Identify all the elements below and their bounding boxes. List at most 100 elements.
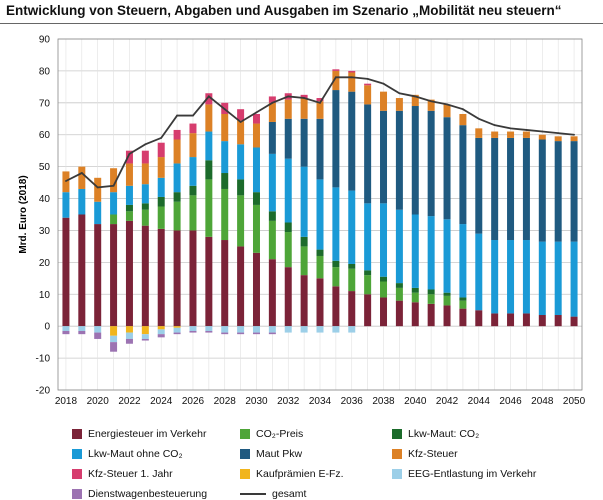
bar-segment-lkwohne bbox=[300, 166, 308, 237]
bar-segment-mautpkw bbox=[522, 137, 530, 241]
bar-segment-kaufpraemien bbox=[157, 326, 165, 330]
x-tick-label: 2044 bbox=[468, 396, 491, 407]
line-point-gesamt bbox=[319, 101, 321, 104]
bar-segment-lkwohne bbox=[268, 153, 276, 212]
bar-segment-kfzsteuer bbox=[475, 128, 483, 138]
bar-segment-lkwohne bbox=[62, 192, 70, 218]
bar-segment-mautpkw bbox=[380, 110, 388, 204]
legend-item-kaufpraemien: Kaufprämien E-Fz. bbox=[240, 468, 344, 480]
bar-segment-kfzsteuer bbox=[522, 131, 530, 138]
bar-segment-energie bbox=[141, 225, 149, 327]
bar-segment-kfzsteuer bbox=[252, 123, 260, 148]
bar-segment-energie bbox=[538, 315, 546, 327]
bar-segment-kfz1jahr bbox=[332, 69, 340, 71]
bar-segment-lkwco2 bbox=[427, 289, 435, 295]
bar-segment-kfzsteuer bbox=[125, 163, 133, 186]
bar-segment-eeg bbox=[205, 326, 213, 331]
bar-segment-eeg bbox=[94, 326, 102, 333]
y-tick-label: 20 bbox=[39, 258, 51, 269]
y-tick-label: 0 bbox=[44, 322, 50, 333]
bar-segment-kfzsteuer bbox=[284, 99, 292, 119]
bar-segment-kfzsteuer bbox=[411, 94, 419, 107]
bar-segment-kfz1jahr bbox=[316, 98, 324, 102]
legend-swatch bbox=[240, 493, 266, 495]
bar-segment-lkwohne bbox=[507, 240, 515, 314]
bar-segment-kfzsteuer bbox=[538, 134, 546, 140]
bar-segment-energie bbox=[348, 291, 356, 327]
bar-segment-dienstwagen bbox=[141, 338, 149, 341]
bar-segment-co2preis bbox=[252, 204, 260, 253]
legend-label: Dienstwagenbesteuerung bbox=[88, 488, 208, 500]
line-point-gesamt bbox=[525, 129, 528, 131]
y-tick-label: 30 bbox=[39, 226, 51, 237]
bar-segment-co2preis bbox=[284, 232, 292, 268]
bar-segment-lkwohne bbox=[570, 241, 578, 317]
bar-segment-mautpkw bbox=[284, 118, 292, 159]
bar-segment-kfzsteuer bbox=[173, 139, 181, 164]
bar-segment-kaufpraemien bbox=[125, 326, 133, 333]
bar-segment-energie bbox=[78, 214, 86, 327]
bar-segment-eeg bbox=[78, 326, 86, 331]
bar-segment-co2preis bbox=[189, 195, 197, 231]
bar-segment-lkwohne bbox=[475, 233, 483, 311]
y-tick-label: 70 bbox=[39, 98, 51, 109]
line-point-gesamt bbox=[414, 95, 417, 98]
bar-segment-lkwco2 bbox=[141, 203, 149, 210]
bar-segment-co2preis bbox=[443, 295, 451, 306]
x-tick-label: 2026 bbox=[182, 396, 205, 407]
bar-segment-kfzsteuer bbox=[78, 166, 86, 189]
bar-segment-lkwco2 bbox=[380, 276, 388, 282]
bar-segment-kfzsteuer bbox=[141, 163, 149, 185]
x-tick-label: 2042 bbox=[436, 396, 459, 407]
bar-segment-mautpkw bbox=[332, 90, 340, 188]
bar-segment-lkwco2 bbox=[252, 192, 260, 205]
bar-segment-energie bbox=[554, 315, 562, 327]
x-tick-label: 2050 bbox=[563, 396, 586, 407]
bar-segment-lkwco2 bbox=[443, 292, 451, 296]
bar-segment-co2preis bbox=[395, 287, 403, 301]
line-point-gesamt bbox=[223, 108, 226, 111]
legend-swatch bbox=[72, 469, 82, 479]
bar-segment-energie bbox=[252, 252, 260, 327]
line-point-gesamt bbox=[160, 137, 163, 139]
bar-segment-co2preis bbox=[157, 206, 165, 229]
bar-segment-mautpkw bbox=[459, 125, 467, 225]
bar-segment-energie bbox=[205, 236, 213, 327]
bar-segment-kfz1jahr bbox=[300, 94, 308, 99]
legend-item-energie: Energiesteuer im Verkehr bbox=[72, 428, 206, 440]
bar-segment-mautpkw bbox=[570, 141, 578, 242]
bar-segment-lkwohne bbox=[110, 192, 118, 215]
line-point-gesamt bbox=[287, 95, 290, 98]
bar-segment-lkwohne bbox=[554, 241, 562, 316]
bar-segment-co2preis bbox=[332, 267, 340, 287]
line-point-gesamt bbox=[128, 152, 131, 155]
bar-segment-lkwco2 bbox=[237, 179, 245, 196]
bar-segment-co2preis bbox=[411, 292, 419, 303]
x-tick-label: 2032 bbox=[277, 396, 300, 407]
bar-segment-mautpkw bbox=[300, 118, 308, 167]
bar-segment-mautpkw bbox=[316, 118, 324, 180]
bar-segment-lkwco2 bbox=[268, 211, 276, 221]
bar-segment-eeg bbox=[189, 326, 197, 331]
bar-segment-co2preis bbox=[348, 268, 356, 292]
legend-swatch bbox=[392, 449, 402, 459]
bar-segment-energie bbox=[316, 278, 324, 327]
bar-segment-kfzsteuer bbox=[348, 72, 356, 92]
bar-segment-lkwco2 bbox=[205, 160, 213, 180]
bar-segment-kfzsteuer bbox=[221, 113, 229, 142]
bar-segment-eeg bbox=[141, 334, 149, 339]
bar-segment-energie bbox=[62, 217, 70, 327]
y-axis-label: Mrd. Euro (2018) bbox=[18, 175, 29, 253]
bar-segment-kfzsteuer bbox=[507, 131, 515, 138]
legend-label: Kaufprämien E-Fz. bbox=[256, 468, 344, 480]
x-tick-label: 2048 bbox=[531, 396, 554, 407]
bar-segment-eeg bbox=[125, 332, 133, 339]
bar-segment-eeg bbox=[237, 326, 245, 333]
bar-segment-energie bbox=[443, 305, 451, 327]
bar-segment-lkwohne bbox=[205, 131, 213, 161]
legend-label: CO₂-Preis bbox=[256, 428, 304, 440]
bar-segment-eeg bbox=[316, 326, 324, 333]
bar-segment-kfzsteuer bbox=[443, 104, 451, 118]
bar-segment-dienstwagen bbox=[94, 332, 102, 339]
